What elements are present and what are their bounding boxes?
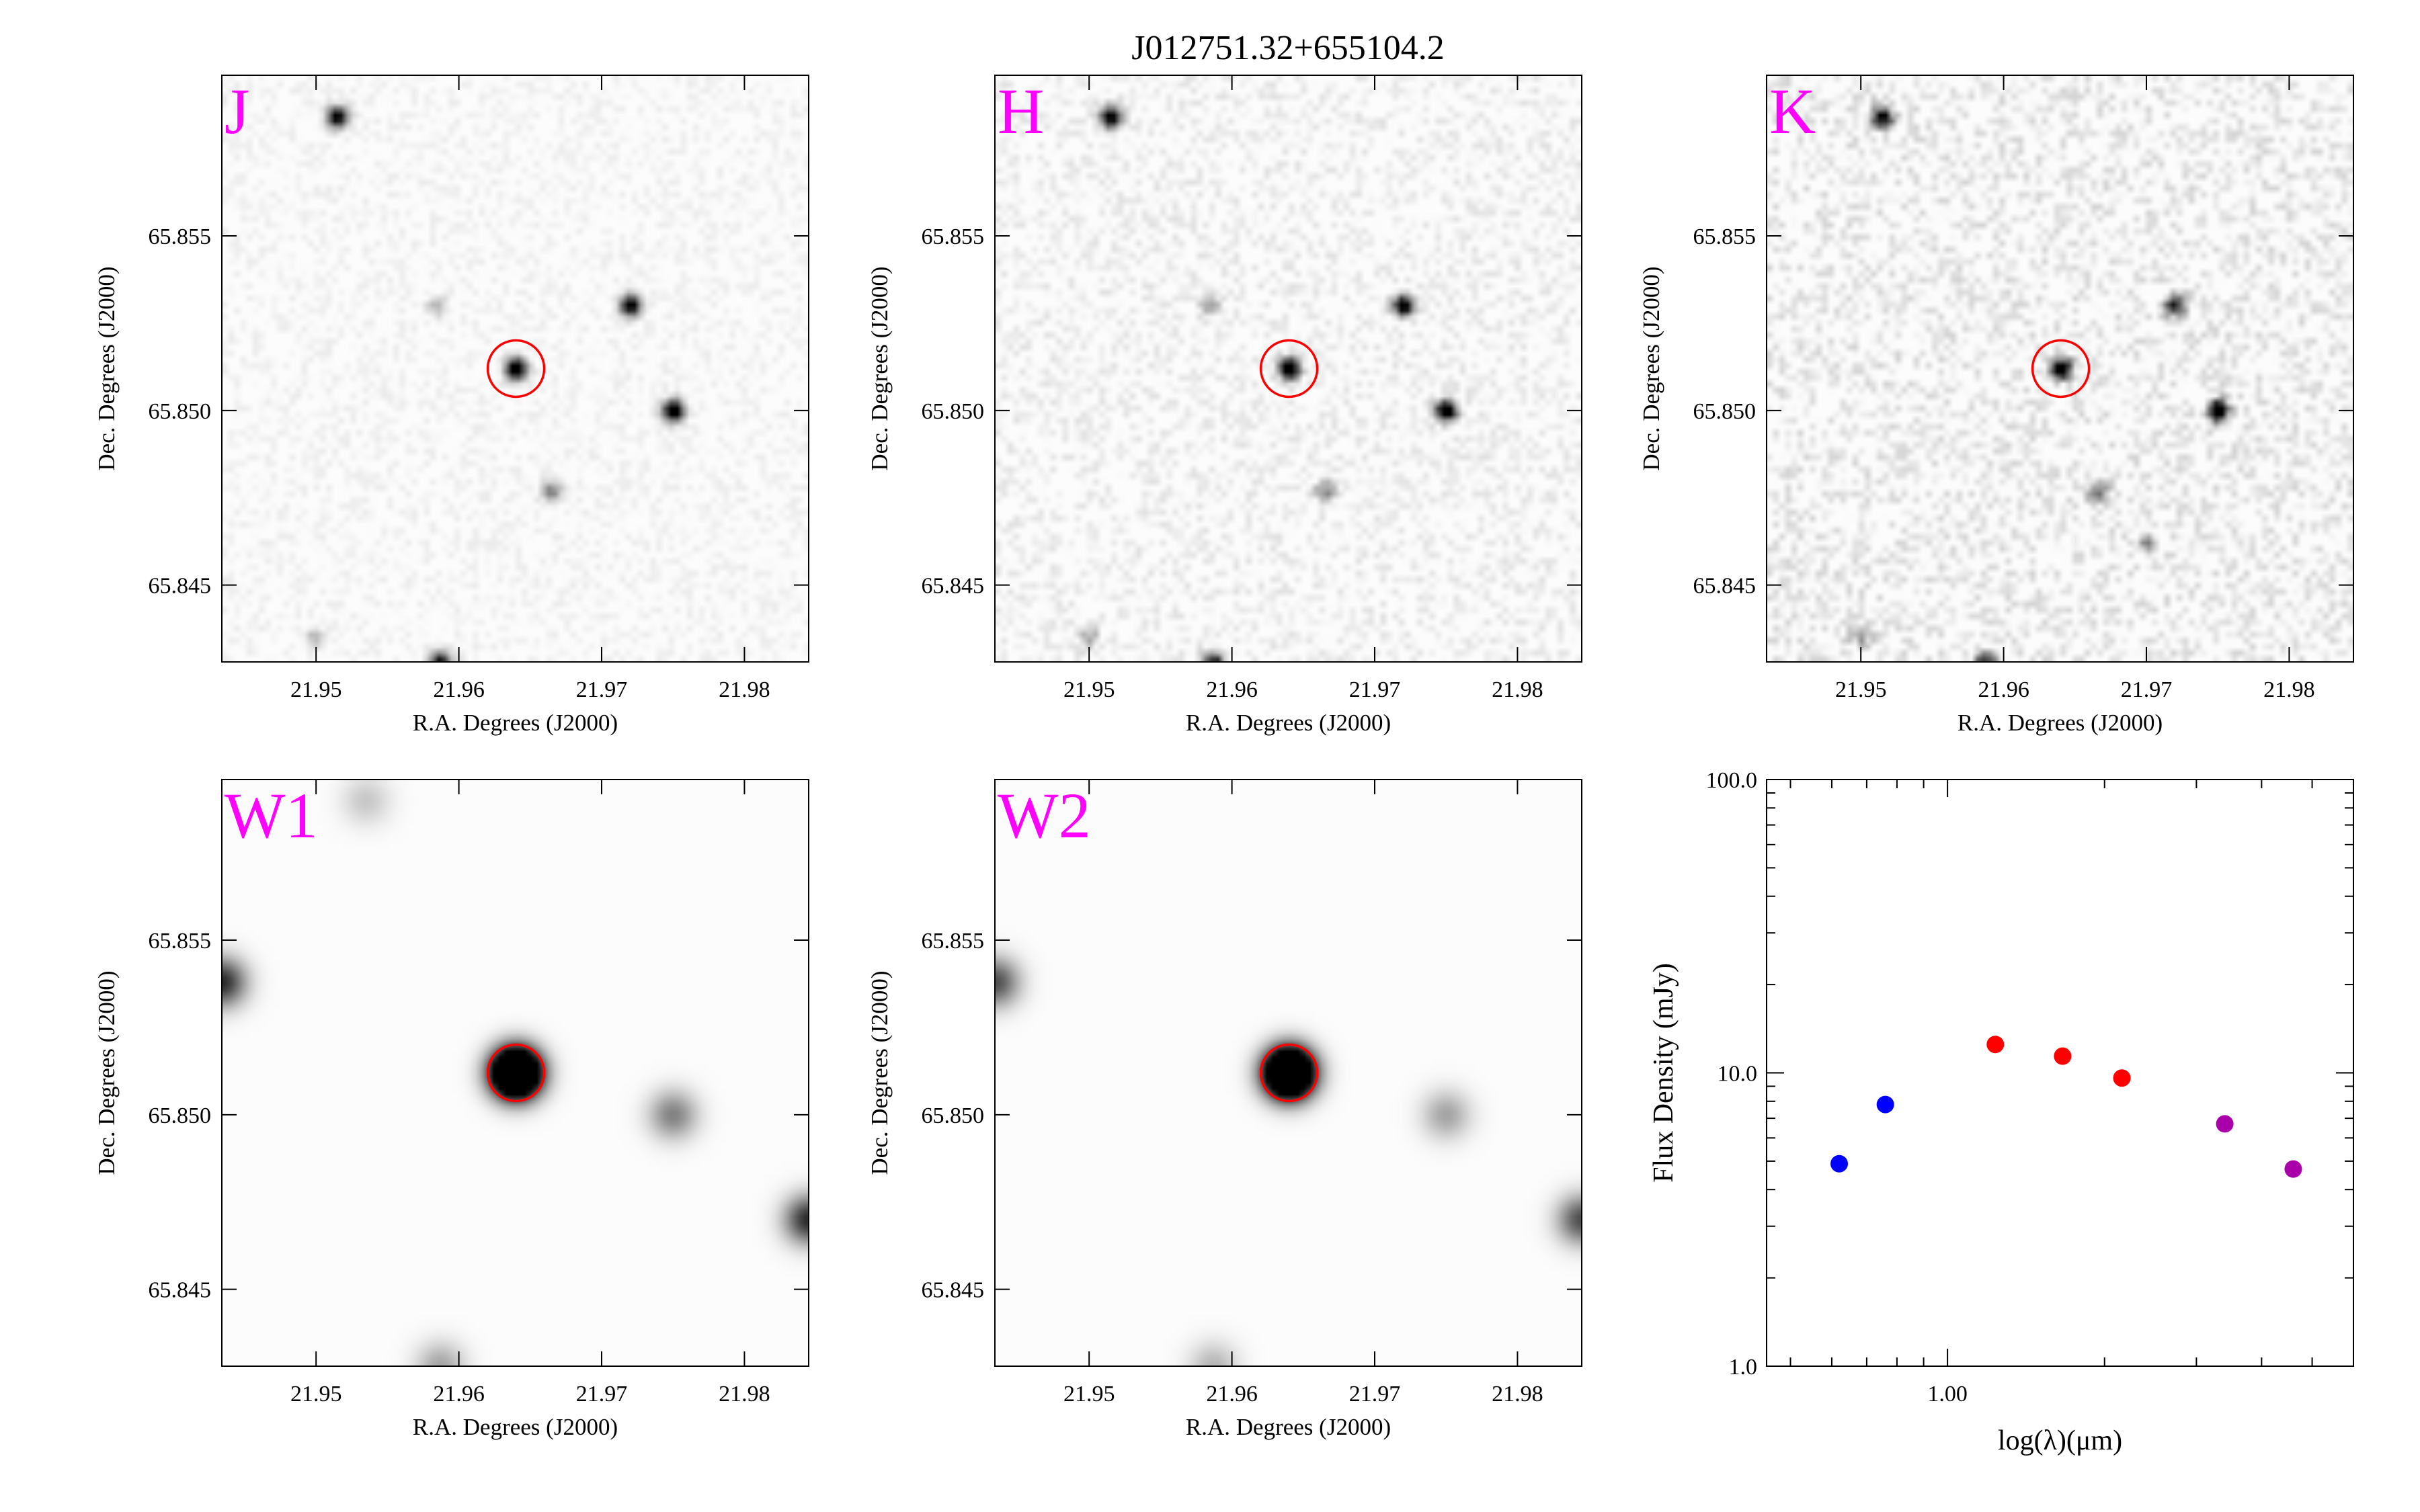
band-label: J xyxy=(225,75,249,147)
x-tick-label: 21.98 xyxy=(719,1382,770,1406)
sed-frame xyxy=(1766,779,2354,1367)
x-tick-label: 21.97 xyxy=(1349,677,1401,702)
image-panels: 21.95 21.96 21.97 21.98 65.845 65.850 65.855 R.… xyxy=(93,75,2354,1440)
y-tick-label: 65.855 xyxy=(1693,224,1757,249)
y-axis-label: Dec. Degrees (J2000) xyxy=(93,970,120,1175)
y-axis-label: Dec. Degrees (J2000) xyxy=(866,970,893,1175)
y-tick-label: 65.845 xyxy=(149,574,212,599)
y-tick-label: 65.845 xyxy=(922,574,985,599)
panel-k: 21.95 21.96 21.97 21.98 65.845 65.850 65.855 R.… xyxy=(1638,75,2354,736)
x-axis-label: R.A. Degrees (J2000) xyxy=(1186,1414,1391,1440)
x-tick-label: 21.96 xyxy=(1206,677,1258,702)
sed-x-tick-label: 1.00 xyxy=(1927,1382,1968,1406)
band-label: H xyxy=(998,75,1044,147)
sed-point xyxy=(2054,1047,2072,1065)
sed-point xyxy=(1986,1036,2005,1054)
y-tick-label: 65.850 xyxy=(922,1103,985,1128)
axes-frame xyxy=(1766,75,2354,663)
image-h xyxy=(995,75,1582,662)
x-axis-label: R.A. Degrees (J2000) xyxy=(413,710,618,736)
band-label: W2 xyxy=(998,780,1091,851)
sed-y-tick-label: 100.0 xyxy=(1706,768,1758,793)
x-tick-label: 21.98 xyxy=(2263,677,2315,702)
sed-x-axis-label: log(λ)(μm) xyxy=(1998,1425,2122,1456)
band-label: K xyxy=(1769,75,1816,147)
x-tick-label: 21.98 xyxy=(1492,1382,1543,1406)
y-tick-label: 65.850 xyxy=(149,399,212,424)
x-tick-label: 21.95 xyxy=(1063,677,1115,702)
sed-point xyxy=(1830,1154,1849,1173)
sed-chart: 1.0 10.0 100.0 1.00 log(λ)(μm) Flux Density (… xyxy=(1648,768,2354,1456)
y-axis-label: Dec. Degrees (J2000) xyxy=(93,266,120,470)
band-label: W1 xyxy=(225,780,318,851)
x-tick-label: 21.95 xyxy=(1835,677,1887,702)
axes-frame xyxy=(994,779,1582,1367)
panel-j: 21.95 21.96 21.97 21.98 65.845 65.850 65.855 R.… xyxy=(93,75,809,736)
sed-y-axis-label: Flux Density (mJy) xyxy=(1648,963,1679,1183)
axes-frame xyxy=(221,75,809,663)
image-w2 xyxy=(995,780,1582,1366)
x-tick-label: 21.96 xyxy=(1978,677,2029,702)
figure-title: J012751.32+655104.2 xyxy=(1131,29,1445,67)
image-w1 xyxy=(222,780,809,1366)
x-axis-label: R.A. Degrees (J2000) xyxy=(413,1414,618,1440)
x-tick-label: 21.95 xyxy=(290,1382,342,1406)
y-tick-label: 65.845 xyxy=(1693,574,1757,599)
x-tick-label: 21.97 xyxy=(2121,677,2173,702)
y-tick-label: 65.845 xyxy=(149,1278,212,1303)
x-tick-label: 21.97 xyxy=(576,1382,628,1406)
y-tick-label: 65.855 xyxy=(149,224,212,249)
x-tick-label: 21.95 xyxy=(290,677,342,702)
y-tick-label: 65.845 xyxy=(922,1278,985,1303)
aperture-circle xyxy=(486,1043,546,1103)
x-axis-label: R.A. Degrees (J2000) xyxy=(1958,710,2163,736)
panel-w1: 21.95 21.96 21.97 21.98 65.845 65.850 65.855 R.… xyxy=(93,779,809,1440)
aperture-circle xyxy=(1259,1043,1319,1103)
x-tick-label: 21.96 xyxy=(1206,1382,1258,1406)
x-tick-label: 21.97 xyxy=(1349,1382,1401,1406)
image-k xyxy=(1767,75,2353,662)
image-j xyxy=(222,75,809,662)
y-tick-label: 65.855 xyxy=(922,224,985,249)
sed-point xyxy=(2284,1160,2302,1178)
y-tick-label: 65.850 xyxy=(922,399,985,424)
aperture-circle xyxy=(2031,339,2091,398)
y-tick-label: 65.850 xyxy=(149,1103,212,1128)
aperture-circle xyxy=(486,339,546,398)
y-axis-label: Dec. Degrees (J2000) xyxy=(866,266,893,470)
x-tick-label: 21.95 xyxy=(1063,1382,1115,1406)
x-tick-label: 21.98 xyxy=(1492,677,1543,702)
y-tick-label: 65.855 xyxy=(149,929,212,954)
x-tick-label: 21.97 xyxy=(576,677,628,702)
sed-point xyxy=(1876,1095,1894,1114)
x-tick-label: 21.96 xyxy=(433,677,485,702)
x-tick-label: 21.96 xyxy=(433,1382,485,1406)
x-axis-label: R.A. Degrees (J2000) xyxy=(1186,710,1391,736)
axes-frame xyxy=(994,75,1582,663)
x-tick-label: 21.98 xyxy=(719,677,770,702)
y-tick-label: 65.855 xyxy=(922,929,985,954)
panel-h: 21.95 21.96 21.97 21.98 65.845 65.850 65.855 R.… xyxy=(866,75,1582,736)
panel-w2: 21.95 21.96 21.97 21.98 65.845 65.850 65.855 R.… xyxy=(866,779,1582,1440)
axes-frame xyxy=(221,779,809,1367)
y-tick-label: 65.850 xyxy=(1693,399,1757,424)
aperture-circle xyxy=(1259,339,1319,398)
sed-point xyxy=(2216,1115,2234,1133)
sed-y-tick-label: 10.0 xyxy=(1718,1062,1758,1087)
y-axis-label: Dec. Degrees (J2000) xyxy=(1638,266,1664,470)
sed-y-tick-label: 1.0 xyxy=(1729,1355,1758,1380)
sed-point xyxy=(2113,1069,2131,1087)
